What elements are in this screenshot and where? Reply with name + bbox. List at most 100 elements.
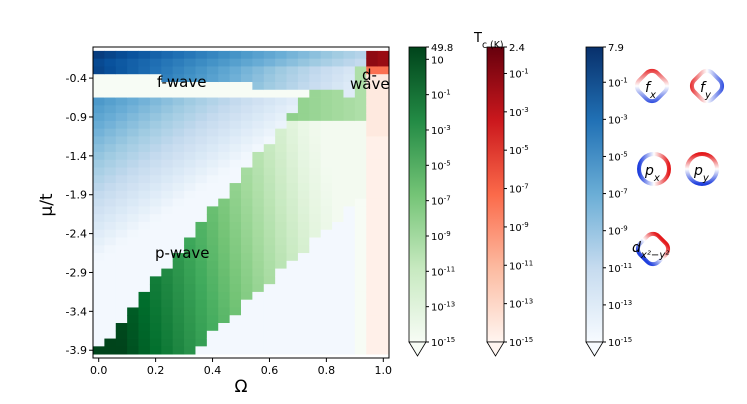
heatmap-cell (127, 58, 139, 67)
heatmap-cell (127, 175, 139, 184)
heatmap-cell (297, 229, 310, 238)
heatmap-cell (104, 159, 117, 168)
legend-label-p-x: px (644, 163, 661, 184)
heatmap-cell (286, 276, 299, 285)
heatmap-cell (138, 50, 151, 60)
heatmap-cell (138, 190, 151, 200)
heatmap-cell (263, 260, 276, 269)
heatmap-cell (104, 284, 117, 293)
heatmap-cell (93, 151, 105, 161)
heatmap-cell (195, 291, 208, 301)
heatmap-cell (286, 323, 299, 332)
heatmap-cell (184, 276, 196, 285)
heatmap-cell (229, 307, 242, 316)
heatmap-cell (354, 190, 367, 200)
heatmap-cell (263, 81, 276, 91)
heatmap-cell (229, 183, 242, 192)
heatmap-cell (332, 237, 344, 246)
heatmap-cell (104, 66, 117, 75)
heatmap-cell (93, 128, 105, 137)
heatmap-cell (184, 229, 196, 238)
heatmap-cell (354, 97, 367, 106)
p-x-glyph-icon (637, 152, 671, 186)
heatmap-cell (297, 323, 310, 332)
colorbar-tick-label: 10-1 (608, 76, 628, 89)
heatmap-cell (104, 268, 117, 277)
heatmap-cell (195, 330, 208, 339)
heatmap-cell (206, 198, 219, 207)
heatmap-cell (138, 323, 151, 332)
heatmap-cell (297, 144, 310, 153)
heatmap-cell (149, 291, 162, 301)
heatmap-cell (115, 253, 128, 262)
heatmap-cell (195, 128, 208, 137)
heatmap-cell (263, 284, 276, 293)
heatmap-cell (184, 128, 196, 137)
heatmap-cell (286, 214, 299, 223)
heatmap-cell (229, 299, 242, 308)
heatmap-cell (241, 245, 253, 254)
heatmap-cell (127, 167, 139, 176)
heatmap-cell (229, 323, 242, 332)
colorbars: 49.810 10-1 10-3 10-5 10-7 10-9 10-11 10-13 10-1… (408, 43, 632, 357)
heatmap-cell (320, 136, 333, 145)
heatmap-cell (149, 97, 162, 106)
heatmap-cell (343, 66, 356, 75)
heatmap-cell (172, 50, 185, 60)
heatmap-cell (127, 183, 139, 192)
heatmap-cell (297, 74, 310, 83)
heatmap-cell (252, 120, 265, 130)
heatmap-cell (161, 307, 174, 316)
heatmap-cell (309, 151, 322, 161)
heatmap-cell (354, 206, 367, 215)
heatmap-cell (93, 190, 105, 200)
heatmap-cell (286, 81, 299, 91)
heatmap-cell (104, 198, 117, 207)
heatmap-cell (149, 128, 162, 137)
heatmap-cell (366, 136, 379, 145)
heatmap-cell (115, 229, 128, 238)
heatmap-cell (320, 284, 333, 293)
heatmap-cell (263, 97, 276, 106)
heatmap-cell (161, 58, 174, 67)
heatmap-cell (343, 206, 356, 215)
heatmap-cell (286, 50, 299, 60)
heatmap-cell (172, 159, 185, 168)
heatmap-cell (127, 221, 139, 231)
heatmap-cell (309, 260, 322, 269)
heatmap-cell (343, 330, 356, 339)
heatmap-cell (286, 315, 299, 324)
heatmap-cell (115, 307, 128, 316)
heatmap-cell (354, 260, 367, 269)
heatmap-cell (263, 113, 276, 122)
heatmap-cell (206, 229, 219, 238)
heatmap-cell (366, 159, 379, 168)
heatmap-cell (377, 206, 390, 215)
heatmap-cell (218, 214, 231, 223)
heatmap-cell (161, 89, 174, 98)
heatmap-cell (309, 183, 322, 192)
heatmap-cell (229, 190, 242, 200)
heatmap-cell (161, 128, 174, 137)
heatmap-cell (377, 346, 390, 355)
heatmap-cell (366, 183, 379, 192)
heatmap-cell (184, 214, 196, 223)
heatmap-cell (241, 338, 253, 347)
heatmap-cell (286, 206, 299, 215)
heatmap-cell (127, 128, 139, 137)
heatmap-cell (93, 315, 105, 324)
heatmap-cell (195, 307, 208, 316)
heatmap-cell (184, 120, 196, 130)
heatmap-cell (332, 167, 344, 176)
heatmap-cell (377, 253, 390, 262)
f-x-glyph-icon (634, 68, 670, 104)
heatmap-cell (195, 151, 208, 161)
heatmap-cell (149, 229, 162, 238)
heatmap-cell (184, 315, 196, 324)
heatmap-cell (218, 307, 231, 316)
heatmap-cell (297, 284, 310, 293)
heatmap-cell (309, 136, 322, 145)
heatmap-cell (161, 330, 174, 339)
heatmap-cell (115, 206, 128, 215)
heatmap-cell (218, 159, 231, 168)
